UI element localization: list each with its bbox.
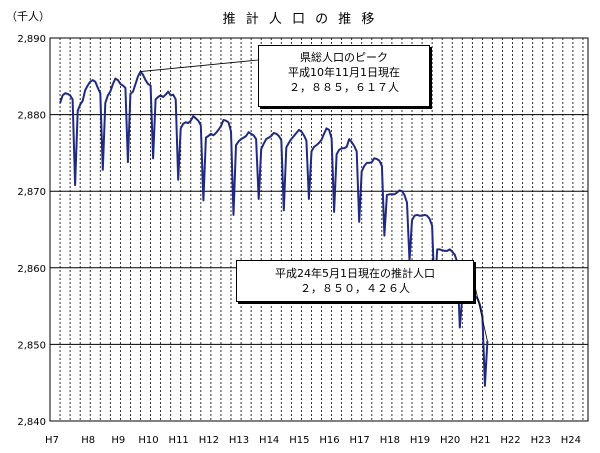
y-axis-unit-label: （千人） bbox=[6, 10, 50, 23]
y-tick-label: 2,860 bbox=[17, 264, 46, 275]
x-tick-label: H13 bbox=[229, 435, 249, 446]
y-tick-label: 2,880 bbox=[17, 111, 46, 122]
chart-title: 推 計 人 口 の 推 移 bbox=[222, 12, 378, 27]
population-series-line bbox=[59, 70, 489, 387]
peak-callout-line-3: ２，８８５，６１７人 bbox=[289, 81, 399, 94]
y-tick-label: 2,840 bbox=[17, 417, 46, 428]
x-tick-label: H10 bbox=[138, 435, 158, 446]
peak-callout-line-2: 平成10年11月1日現在 bbox=[288, 66, 400, 79]
series-group bbox=[59, 70, 489, 387]
current-callout-line-1: 平成24年5月1日現在の推計人口 bbox=[275, 267, 435, 280]
current-leader-line bbox=[473, 281, 488, 342]
x-tick-label: H11 bbox=[169, 435, 189, 446]
x-tick-label: H16 bbox=[319, 435, 339, 446]
peak-leader-line bbox=[140, 59, 259, 72]
x-tick-label: H22 bbox=[500, 435, 520, 446]
x-tick-label: H17 bbox=[350, 435, 370, 446]
x-tick-label: H14 bbox=[259, 435, 279, 446]
peak-callout: 県総人口のピーク 平成10年11月1日現在 ２，８８５，６１７人 bbox=[258, 45, 430, 107]
x-tick-label: H12 bbox=[199, 435, 219, 446]
peak-callout-line-1: 県総人口のピーク bbox=[300, 51, 388, 64]
x-tick-label: H8 bbox=[81, 435, 95, 446]
x-tick-label: H18 bbox=[380, 435, 400, 446]
x-tick-label: H24 bbox=[561, 435, 581, 446]
x-tick-label: H7 bbox=[45, 435, 59, 446]
y-tick-label: 2,890 bbox=[17, 34, 46, 45]
callout-leader-lines bbox=[140, 59, 488, 342]
x-tick-label: H9 bbox=[111, 435, 125, 446]
x-tick-label: H23 bbox=[531, 435, 551, 446]
axes bbox=[49, 37, 589, 422]
y-tick-label: 2,850 bbox=[17, 340, 46, 351]
x-tick-label: H19 bbox=[410, 435, 430, 446]
plot-area-border bbox=[49, 37, 589, 422]
x-tick-label: H21 bbox=[470, 435, 490, 446]
current-callout: 平成24年5月1日現在の推計人口 ２，８５０，４２６人 bbox=[236, 260, 474, 302]
x-tick-label: H20 bbox=[440, 435, 460, 446]
y-tick-label: 2,870 bbox=[17, 187, 46, 198]
y-tick-labels: 2,840 2,850 2,860 2,870 2,880 2,890 bbox=[17, 34, 46, 428]
x-tick-labels: H7 H8 H9 H10 H11 H12 H13 H14 H15 H16 H17 H18 H19 H20 H… bbox=[45, 435, 581, 446]
current-callout-line-2: ２，８５０，４２６人 bbox=[300, 282, 410, 295]
x-tick-label: H15 bbox=[289, 435, 309, 446]
